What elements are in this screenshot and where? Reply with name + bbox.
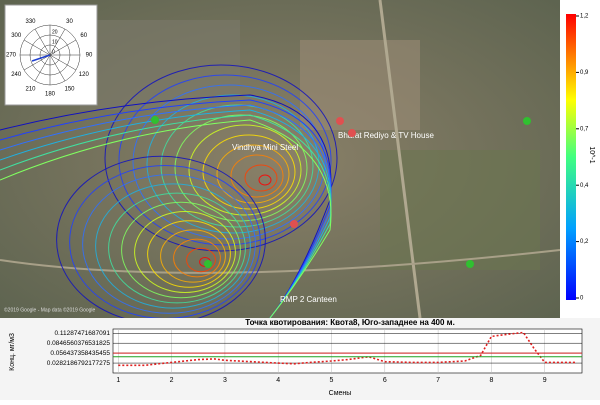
compass-spoke [34, 54, 51, 82]
contour-line [244, 164, 278, 192]
contour-line [121, 201, 241, 299]
contour-line [186, 247, 216, 273]
colorbar-unit: 10^-1 [588, 146, 595, 163]
contour-line [0, 99, 332, 319]
x-tick-label: 9 [543, 377, 547, 384]
compass-spoke [49, 39, 77, 56]
concentration-chart: Точка квотирования: Квота8, Юго-западнее… [0, 318, 600, 400]
compass-spoke [49, 54, 66, 82]
place-label: Bharat Rediyo & TV House [338, 131, 434, 140]
pin[interactable] [204, 260, 212, 268]
contour-line [173, 238, 221, 278]
place-label: RMP 2 Canteen [280, 295, 337, 304]
contour-line [0, 104, 332, 319]
colorbar-gradient [566, 14, 576, 300]
contour-line [0, 109, 332, 319]
series-line [118, 331, 577, 367]
compass-angle-label: 90 [86, 53, 93, 59]
contour-line [134, 211, 236, 293]
compass-radius-label: 20 [52, 29, 58, 35]
contour-line [188, 124, 302, 216]
x-tick-label: 3 [223, 377, 227, 384]
colorbar: 1,2 0,9 0,7 0,4 0,2 0 10^-1 [560, 0, 600, 318]
contour-line [258, 174, 272, 186]
pins [151, 116, 531, 268]
compass-spoke [49, 28, 66, 56]
compass-angle-label: 60 [80, 33, 87, 39]
compass-angle-label: 210 [25, 86, 36, 92]
y-tick-label: 0.056437358435455 [50, 350, 110, 357]
y-tick-label: 0.11287471687091 [54, 330, 110, 337]
colorbar-tick-label: 1,2 [580, 14, 589, 20]
x-tick-label: 2 [170, 377, 174, 384]
compass-angle-label: 270 [6, 53, 17, 59]
contour-line [82, 174, 256, 314]
compass-angle-label: 300 [11, 33, 22, 39]
contour-line [174, 114, 308, 222]
contour-line [0, 114, 332, 319]
chart-title: Точка квотирования: Квота8, Юго-западнее… [245, 318, 455, 327]
y-tick-label: 0.0846560376531825 [47, 340, 111, 347]
attribution: ©2019 Google - Map data ©2019 Google [4, 306, 96, 313]
colorbar-tick-label: 0,4 [580, 183, 589, 189]
compass-radius-label: 10 [52, 39, 58, 45]
pin[interactable] [523, 117, 531, 125]
contour-line [160, 229, 226, 283]
terrain-patch [380, 150, 540, 270]
contour-line [216, 144, 290, 204]
pin[interactable] [348, 129, 356, 137]
compass-angle-label: 180 [45, 92, 56, 98]
x-tick-label: 5 [330, 377, 334, 384]
colorbar-tick-label: 0,7 [580, 126, 589, 132]
x-tick-label: 6 [383, 377, 387, 384]
pin[interactable] [336, 117, 344, 125]
contour-line [230, 154, 284, 198]
colorbar-tick-label: 0 [580, 296, 584, 302]
terrain-patch [300, 40, 420, 130]
contour-line [0, 119, 332, 319]
y-axis-label: Конц. мг/м3 [9, 333, 16, 371]
compass-spoke [23, 54, 51, 71]
x-axis-label: Смены [329, 390, 352, 397]
contour-line [132, 84, 326, 240]
compass-radius-label: 0 [52, 49, 55, 55]
road [0, 249, 561, 274]
compass-angle-label: 330 [25, 19, 36, 25]
compass-angle-label: 120 [79, 72, 90, 78]
compass-spoke [34, 28, 51, 56]
x-tick-label: 4 [276, 377, 280, 384]
colorbar-tick-label: 0,9 [580, 70, 589, 76]
compass-spoke [49, 54, 77, 71]
x-tick-label: 7 [436, 377, 440, 384]
contour-line [0, 94, 332, 319]
place-label: Vindhya Mini Steel [232, 143, 298, 152]
contour-line [108, 192, 246, 304]
compass-angle-label: 30 [66, 19, 73, 25]
pin[interactable] [466, 260, 474, 268]
x-tick-label: 1 [116, 377, 120, 384]
map-view[interactable]: Vindhya Mini Steel Bharat Rediyo & TV Ho… [0, 0, 561, 325]
plot-area [112, 328, 583, 374]
y-tick-label: 0.0282186792177275 [47, 360, 111, 367]
pin[interactable] [290, 220, 298, 228]
x-tick-label: 8 [489, 377, 493, 384]
contour-line [118, 74, 332, 246]
compass-spoke [23, 39, 51, 56]
contour-line [147, 220, 231, 288]
compass-angle-label: 240 [11, 72, 22, 78]
compass-angle-label: 150 [64, 86, 75, 92]
compass: 330 30 300 60 270 90 240 120 210 150 180 0 10 20 [4, 4, 98, 106]
pin[interactable] [151, 116, 159, 124]
contour-line [95, 183, 251, 309]
wind-vector [31, 54, 51, 62]
contour-line [146, 94, 320, 234]
colorbar-tick-label: 0,2 [580, 239, 589, 245]
contour-line [104, 64, 338, 252]
road [378, 0, 422, 319]
